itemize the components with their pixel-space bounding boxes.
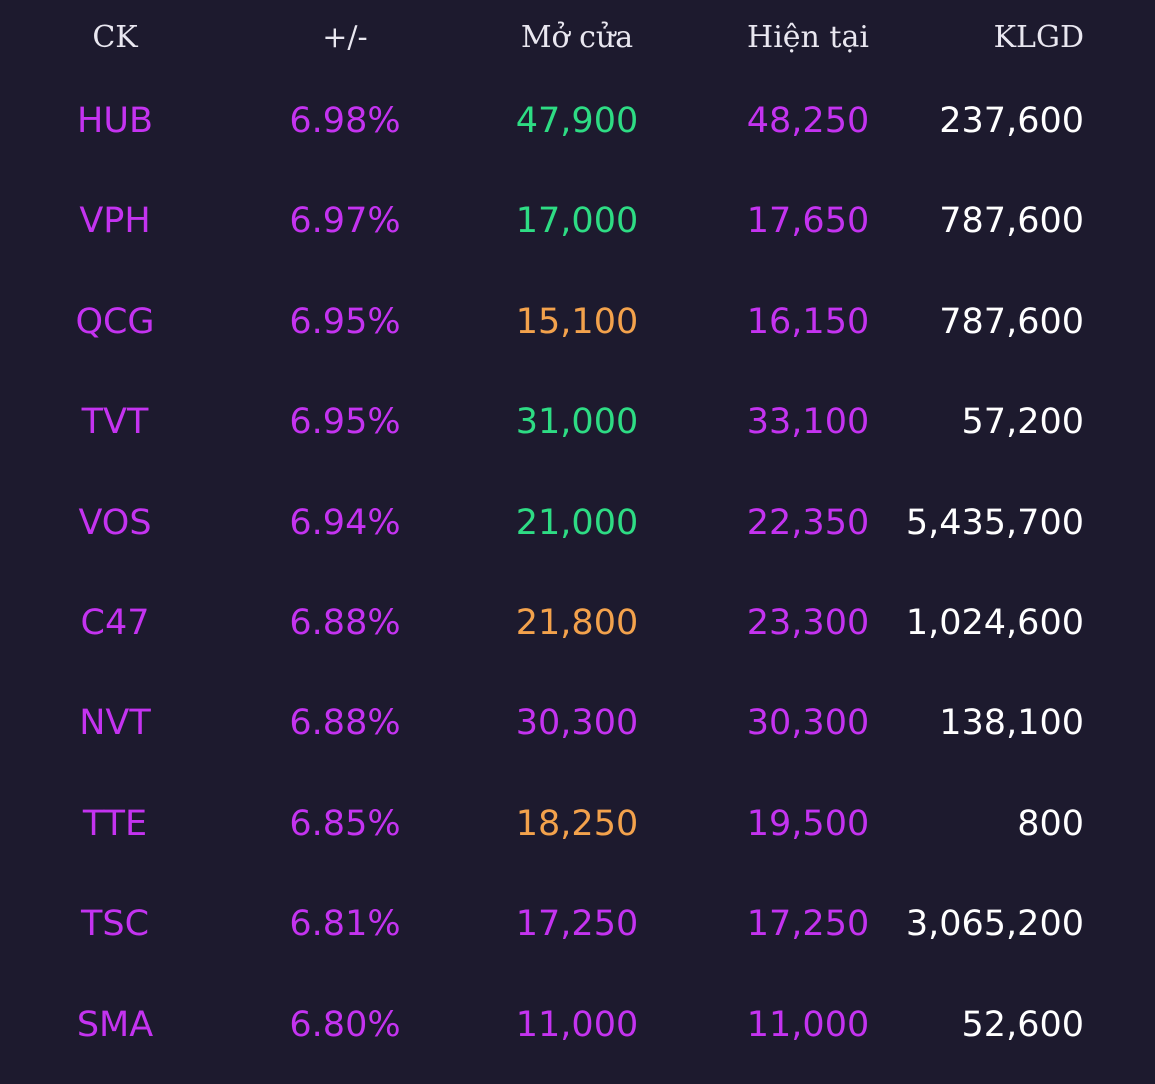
table-row[interactable]: TTE 6.85% 18,250 19,500 800: [0, 774, 1155, 874]
volume-cell: 3,065,200: [905, 904, 1084, 944]
current-price-cell: 23,300: [746, 603, 870, 643]
table-row[interactable]: VOS 6.94% 21,000 22,350 5,435,700: [0, 473, 1155, 573]
symbol-cell: NVT: [79, 703, 151, 743]
current-price-cell: 48,250: [746, 101, 870, 141]
open-price-cell: 30,300: [515, 703, 639, 743]
header-change: +/-: [322, 20, 368, 55]
table-row[interactable]: C47 6.88% 21,800 23,300 1,024,600: [0, 573, 1155, 673]
symbol-cell: TVT: [81, 402, 149, 442]
open-price-cell: 17,000: [515, 201, 639, 241]
change-cell: 6.98%: [289, 101, 401, 141]
symbol-cell: TSC: [80, 904, 150, 944]
header-volume: KLGD: [993, 20, 1084, 55]
current-price-cell: 17,650: [746, 201, 870, 241]
table-row[interactable]: QCG 6.95% 15,100 16,150 787,600: [0, 272, 1155, 372]
volume-cell: 57,200: [961, 402, 1084, 442]
open-price-cell: 18,250: [515, 804, 639, 844]
current-price-cell: 22,350: [746, 503, 870, 543]
open-price-cell: 31,000: [515, 402, 639, 442]
header-open: Mở cửa: [520, 20, 634, 55]
open-price-cell: 17,250: [515, 904, 639, 944]
volume-cell: 787,600: [939, 302, 1084, 342]
open-price-cell: 21,000: [515, 503, 639, 543]
open-price-cell: 47,900: [515, 101, 639, 141]
symbol-cell: HUB: [77, 101, 153, 141]
symbol-cell: SMA: [76, 1005, 154, 1045]
current-price-cell: 33,100: [746, 402, 870, 442]
change-cell: 6.81%: [289, 904, 401, 944]
table-row[interactable]: TSC 6.81% 17,250 17,250 3,065,200: [0, 874, 1155, 974]
change-cell: 6.97%: [289, 201, 401, 241]
volume-cell: 52,600: [961, 1005, 1084, 1045]
current-price-cell: 16,150: [746, 302, 870, 342]
symbol-cell: VOS: [78, 503, 152, 543]
table-row[interactable]: HUB 6.98% 47,900 48,250 237,600: [0, 71, 1155, 171]
volume-cell: 787,600: [939, 201, 1084, 241]
change-cell: 6.88%: [289, 703, 401, 743]
open-price-cell: 21,800: [515, 603, 639, 643]
current-price-cell: 11,000: [746, 1005, 870, 1045]
table-row[interactable]: SMA 6.80% 11,000 11,000 52,600: [0, 975, 1155, 1075]
open-price-cell: 11,000: [515, 1005, 639, 1045]
change-cell: 6.85%: [289, 804, 401, 844]
volume-cell: 138,100: [939, 703, 1084, 743]
open-price-cell: 15,100: [515, 302, 639, 342]
change-cell: 6.95%: [289, 402, 401, 442]
symbol-cell: TTE: [82, 804, 148, 844]
volume-cell: 800: [1017, 804, 1084, 844]
current-price-cell: 19,500: [746, 804, 870, 844]
change-cell: 6.80%: [289, 1005, 401, 1045]
volume-cell: 1,024,600: [905, 603, 1084, 643]
volume-cell: 237,600: [939, 101, 1084, 141]
header-symbol: CK: [92, 20, 138, 55]
current-price-cell: 30,300: [746, 703, 870, 743]
change-cell: 6.88%: [289, 603, 401, 643]
current-price-cell: 17,250: [746, 904, 870, 944]
symbol-cell: C47: [80, 603, 150, 643]
table-header: CK +/- Mở cửa Hiện tại KLGD: [0, 12, 1155, 64]
table-row[interactable]: NVT 6.88% 30,300 30,300 138,100: [0, 673, 1155, 773]
change-cell: 6.95%: [289, 302, 401, 342]
header-current: Hiện tại: [747, 20, 869, 55]
change-cell: 6.94%: [289, 503, 401, 543]
volume-cell: 5,435,700: [905, 503, 1084, 543]
table-row[interactable]: VPH 6.97% 17,000 17,650 787,600: [0, 171, 1155, 271]
table-row[interactable]: TVT 6.95% 31,000 33,100 57,200: [0, 372, 1155, 472]
symbol-cell: QCG: [75, 302, 155, 342]
symbol-cell: VPH: [79, 201, 151, 241]
